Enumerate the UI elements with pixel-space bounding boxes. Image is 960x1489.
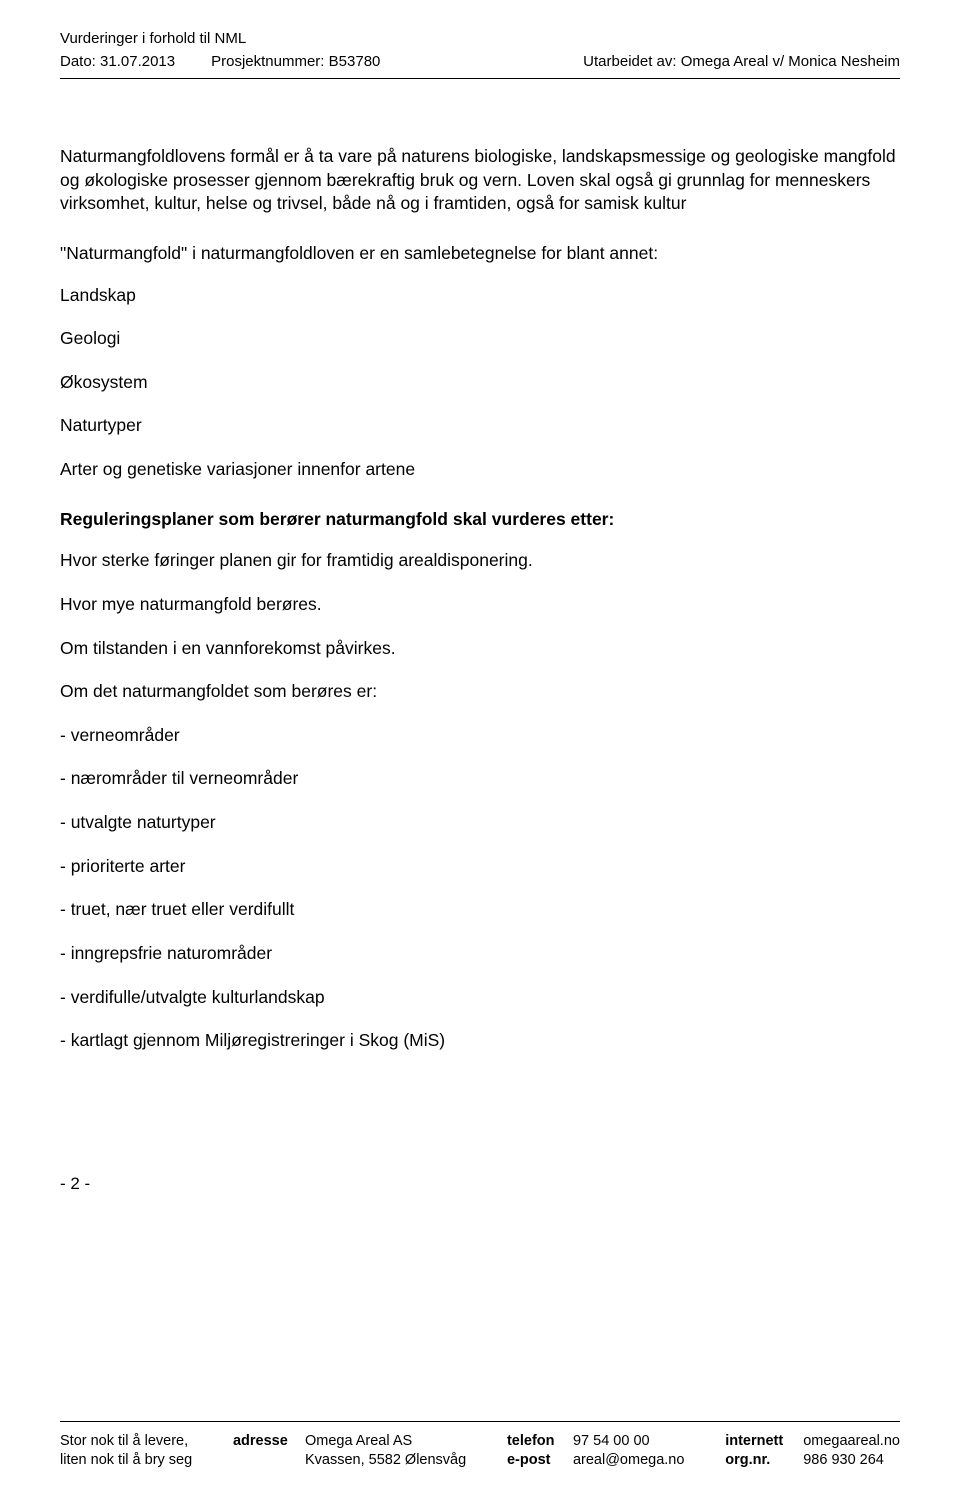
- header-dato: Dato: 31.07.2013: [60, 53, 175, 70]
- list-item: Om det naturmangfoldet som berøres er:: [60, 680, 900, 704]
- list-item: Landskap: [60, 284, 900, 308]
- footer-address: adresse Omega Areal AS Kvassen, 5582 Øle…: [233, 1432, 466, 1471]
- criteria-list: Hvor sterke føringer planen gir for fram…: [60, 549, 900, 704]
- header-utarbeidet: Utarbeidet av: Omega Areal v/ Monica Nes…: [583, 53, 900, 70]
- dash-list: - verneområder - nærområder til verneomr…: [60, 724, 900, 1053]
- list-item: - utvalgte naturtyper: [60, 811, 900, 835]
- internett-value: omegaareal.no: [803, 1432, 900, 1452]
- orgnr-value: 986 930 264: [803, 1451, 884, 1471]
- prosjekt-value: B53780: [329, 53, 381, 70]
- list-item: Naturtyper: [60, 414, 900, 438]
- telefon-label: telefon: [507, 1432, 563, 1452]
- dato-value: 31.07.2013: [100, 53, 175, 70]
- list-item: - truet, nær truet eller verdifullt: [60, 898, 900, 922]
- list-item: Økosystem: [60, 371, 900, 395]
- telefon-value: 97 54 00 00: [573, 1432, 650, 1452]
- utarbeidet-label: Utarbeidet av:: [583, 53, 676, 70]
- footer-web: internett omegaareal.no org.nr. 986 930 …: [725, 1432, 900, 1471]
- slogan-line2: liten nok til å bry seg: [60, 1451, 192, 1471]
- list-item: - verneområder: [60, 724, 900, 748]
- epost-label: e-post: [507, 1451, 563, 1471]
- page-number: - 2 -: [60, 1173, 900, 1196]
- header-meta-row: Dato: 31.07.2013 Prosjektnummer: B53780 …: [60, 53, 900, 70]
- internett-label: internett: [725, 1432, 793, 1452]
- list-item: - kartlagt gjennom Miljøregistreringer i…: [60, 1029, 900, 1053]
- adresse-label: adresse: [233, 1432, 295, 1452]
- header-title: Vurderinger i forhold til NML: [60, 30, 900, 47]
- page-header: Vurderinger i forhold til NML Dato: 31.0…: [60, 30, 900, 79]
- intro-paragraph: Naturmangfoldlovens formål er å ta vare …: [60, 145, 900, 216]
- list-item: - inngrepsfrie naturområder: [60, 942, 900, 966]
- list-item: - nærområder til verneområder: [60, 767, 900, 791]
- footer-contact: telefon 97 54 00 00 e-post areal@omega.n…: [507, 1432, 684, 1471]
- list-item: Hvor sterke føringer planen gir for fram…: [60, 549, 900, 573]
- list-item: Arter og genetiske variasjoner innenfor …: [60, 458, 900, 482]
- spacer: [233, 1451, 295, 1471]
- list-item: - verdifulle/utvalgte kulturlandskap: [60, 986, 900, 1010]
- subheading-terms: "Naturmangfold" i naturmangfoldloven er …: [60, 242, 900, 266]
- orgnr-label: org.nr.: [725, 1451, 793, 1471]
- prosjekt-label: Prosjektnummer:: [211, 53, 324, 70]
- adresse-line1: Omega Areal AS: [305, 1432, 412, 1452]
- epost-value: areal@omega.no: [573, 1451, 684, 1471]
- header-divider: [60, 78, 900, 79]
- adresse-line2: Kvassen, 5582 Ølensvåg: [305, 1451, 466, 1471]
- slogan-line1: Stor nok til å levere,: [60, 1432, 192, 1452]
- page-footer: Stor nok til å levere, liten nok til å b…: [60, 1421, 900, 1489]
- list-item: - prioriterte arter: [60, 855, 900, 879]
- list-item: Om tilstanden i en vannforekomst påvirke…: [60, 637, 900, 661]
- list-item: Hvor mye naturmangfold berøres.: [60, 593, 900, 617]
- subheading-criteria: Reguleringsplaner som berører naturmangf…: [60, 508, 900, 532]
- header-prosjekt: Prosjektnummer: B53780: [211, 53, 380, 70]
- document-body: Naturmangfoldlovens formål er å ta vare …: [60, 85, 900, 1397]
- utarbeidet-value: Omega Areal v/ Monica Nesheim: [681, 53, 900, 70]
- list-item: Geologi: [60, 327, 900, 351]
- document-page: Vurderinger i forhold til NML Dato: 31.0…: [0, 0, 960, 1489]
- terms-list: Landskap Geologi Økosystem Naturtyper Ar…: [60, 284, 900, 482]
- dato-label: Dato:: [60, 53, 96, 70]
- footer-slogan: Stor nok til å levere, liten nok til å b…: [60, 1432, 192, 1471]
